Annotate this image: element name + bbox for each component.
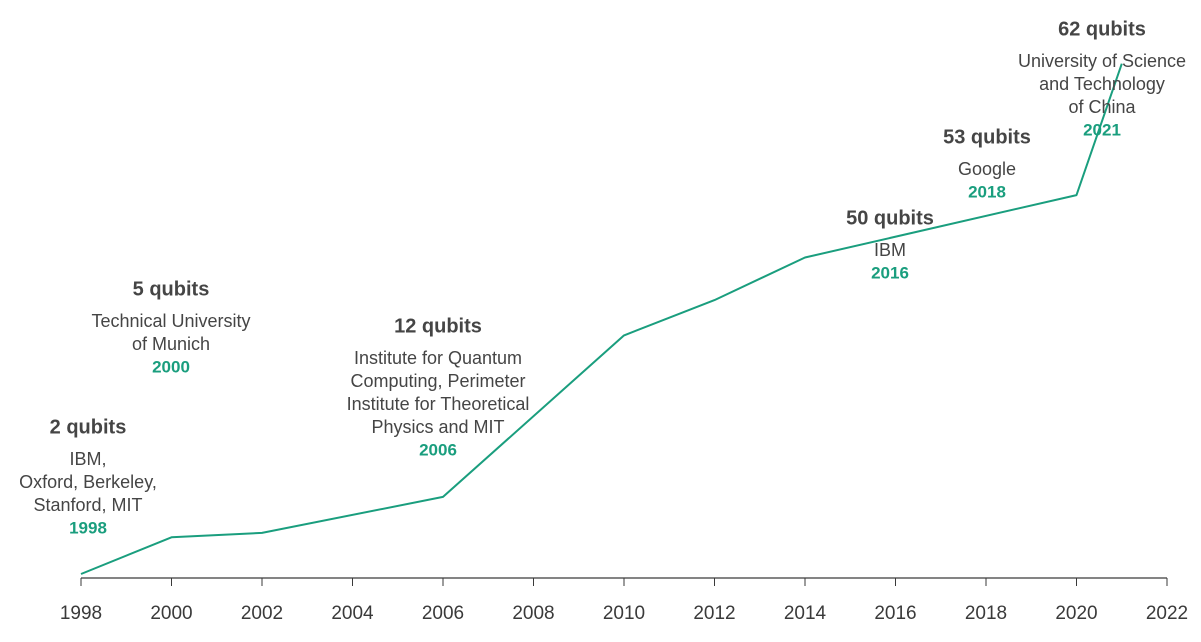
x-tick-label-2014: 2014 — [784, 603, 827, 624]
x-tick-label-1998: 1998 — [60, 603, 102, 624]
x-axis-ticks: 1998 2000 2002 2004 2006 2008 2010 2012 2014 2016… — [60, 578, 1188, 624]
annotation-qubits: 53 qubits — [943, 126, 1031, 148]
annotation-2006: 12 qubits Institute for Quantum Computing,… — [347, 315, 530, 459]
x-tick-label-2020: 2020 — [1055, 603, 1097, 624]
x-tick-label-2022: 2022 — [1146, 603, 1188, 624]
x-tick-label-2018: 2018 — [965, 603, 1007, 624]
annotation-org-line: Physics and MIT — [371, 417, 504, 437]
x-tick-label-2004: 2004 — [331, 603, 374, 624]
annotation-qubits: 12 qubits — [394, 315, 482, 337]
annotation-org-line: Computing, Perimeter — [350, 371, 525, 391]
annotation-org-line: Oxford, Berkeley, — [19, 472, 157, 492]
annotation-org-line: Stanford, MIT — [33, 495, 142, 515]
x-tick-label-2012: 2012 — [693, 603, 735, 624]
series-line-qubits — [80, 63, 1123, 575]
x-tick-label-2006: 2006 — [422, 603, 464, 624]
annotation-qubits: 62 qubits — [1058, 18, 1146, 40]
annotation-org-line: and Technology — [1039, 74, 1165, 94]
annotation-year: 2006 — [419, 440, 457, 459]
annotation-org-line: of Munich — [132, 334, 210, 354]
x-tick-label-2000: 2000 — [150, 603, 192, 624]
annotation-org-line: Institute for Theoretical — [347, 394, 530, 414]
x-tick-label-2008: 2008 — [512, 603, 554, 624]
annotation-2000: 5 qubits Technical University of Munich 200… — [91, 278, 250, 376]
annotation-year: 2018 — [968, 182, 1006, 201]
annotation-year: 2000 — [152, 357, 190, 376]
annotation-year: 2016 — [871, 263, 909, 282]
annotation-year: 2021 — [1083, 120, 1121, 139]
annotation-2021: 62 qubits University of Science and Techno… — [1018, 18, 1186, 139]
milestone-annotations: 2 qubits IBM, Oxford, Berkeley, Stanford, M… — [19, 18, 1186, 537]
annotation-org-line: Google — [958, 159, 1016, 179]
annotation-2018: 53 qubits Google 2018 — [943, 126, 1031, 201]
annotation-qubits: 5 qubits — [133, 278, 210, 300]
x-tick-label-2010: 2010 — [603, 603, 645, 624]
annotation-org-line: of China — [1068, 97, 1136, 117]
annotation-org-line: IBM, — [69, 449, 106, 469]
annotation-qubits: 50 qubits — [846, 207, 934, 229]
annotation-org-line: University of Science — [1018, 51, 1186, 71]
annotation-1998: 2 qubits IBM, Oxford, Berkeley, Stanford, M… — [19, 416, 157, 537]
annotation-year: 1998 — [69, 518, 107, 537]
x-tick-label-2002: 2002 — [241, 603, 283, 624]
annotation-2016: 50 qubits IBM 2016 — [846, 207, 934, 282]
annotation-qubits: 2 qubits — [50, 416, 127, 438]
x-tick-label-2016: 2016 — [874, 603, 916, 624]
annotation-org-line: Technical University — [91, 311, 250, 331]
annotation-org-line: Institute for Quantum — [354, 348, 522, 368]
annotation-org-line: IBM — [874, 240, 906, 260]
